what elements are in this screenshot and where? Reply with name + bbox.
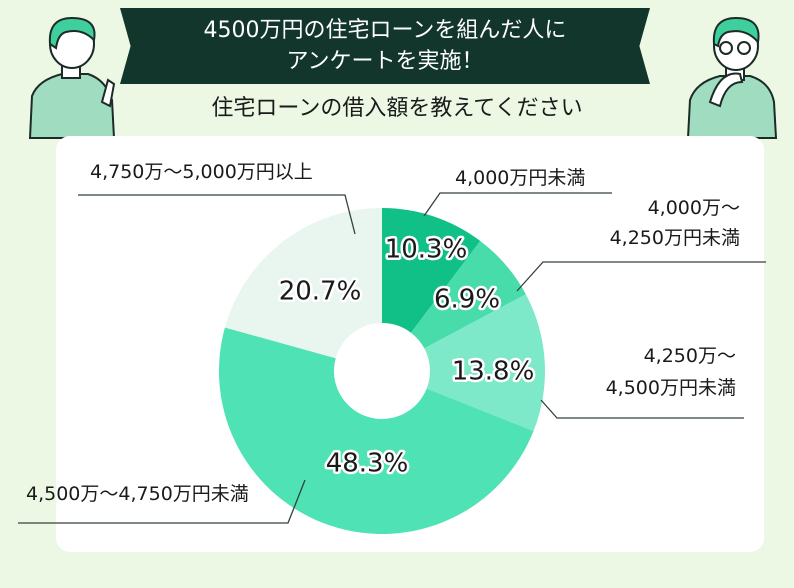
category-label: 4,500万〜4,750万円未満: [26, 483, 249, 505]
chart-subtitle: 住宅ローンの借入額を教えてください: [211, 96, 583, 121]
leader-line: [18, 479, 306, 524]
pie-slice: [224, 208, 382, 359]
pie-slice: [410, 240, 526, 349]
right-person-illustration: [686, 16, 778, 139]
leader-line: [78, 194, 356, 235]
pie-slice: [218, 327, 534, 535]
percent-label: 48.3%: [326, 449, 409, 479]
title-banner: 4500万円の住宅ローンを組んだ人に アンケートを実施！: [120, 8, 650, 84]
title-line-1: 4500万円の住宅ローンを組んだ人に: [203, 18, 567, 43]
category-label: 4,250万円未満: [610, 227, 740, 249]
percent-label: 13.8%: [452, 357, 535, 387]
pie-slice: [424, 294, 545, 432]
category-label: 4,000万円未満: [455, 167, 585, 189]
percent-label: 10.3%: [385, 235, 468, 265]
title-line-2: アンケートを実施！: [286, 49, 484, 74]
category-label: 4,750万〜5,000万円以上: [90, 161, 313, 183]
percent-label: 20.7%: [279, 277, 362, 307]
leader-line: [516, 261, 766, 292]
leader-line: [540, 399, 744, 419]
category-label: 4,500万円未満: [606, 377, 736, 399]
leader-line: [423, 192, 612, 217]
left-person-illustration: [28, 16, 116, 139]
category-label: 4,250万〜: [644, 345, 736, 367]
percent-label: 6.9%: [434, 285, 500, 315]
category-label: 4,000万〜: [648, 197, 740, 219]
pie-slice: [382, 208, 481, 333]
